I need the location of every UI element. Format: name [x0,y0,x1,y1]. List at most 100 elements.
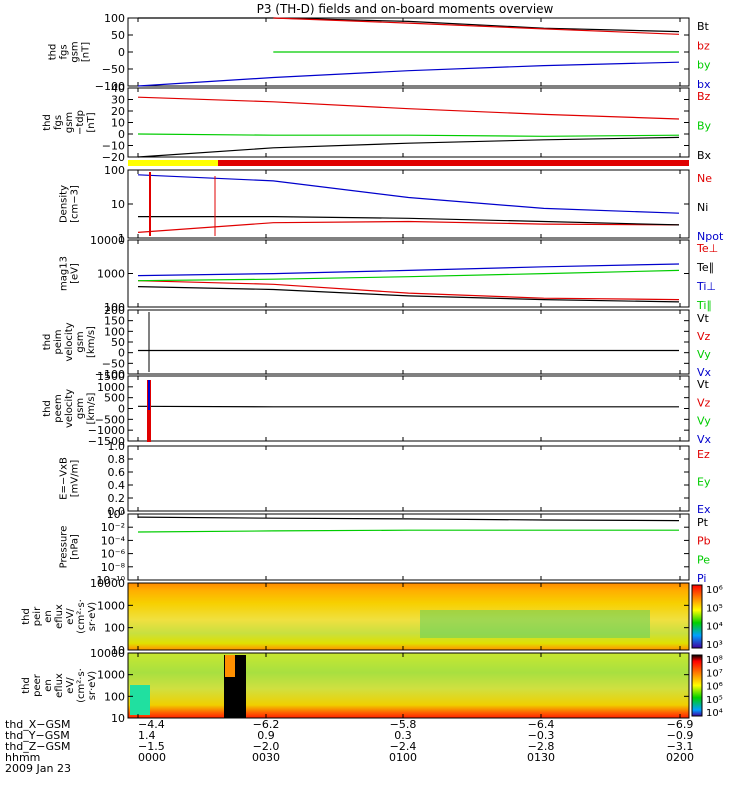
y-axis-label-line: −tdp [75,110,86,135]
legend-entry: Ne [697,172,712,185]
y-axis-label-line: [cm−3] [70,185,81,223]
y-tick-label: 0.8 [108,453,126,466]
footer-value: 0000 [138,751,166,764]
y-tick-label: −10 [102,140,125,153]
footer-value: −4.4 [138,718,165,731]
y-tick-label: 0 [118,46,125,59]
series-line [137,174,680,214]
y-tick-label: 20 [111,105,125,118]
footer-date: 2009 Jan 23 [5,762,71,775]
y-axis-label: thdpeimvelocitygsm[km/s] [42,322,97,361]
y-axis-label-line: Pressure [59,526,70,569]
y-axis-label: thdpeerenefluxeV/(cm²·s·sr·eV) [21,668,98,703]
footer-value: 0100 [389,751,417,764]
series-line [137,263,680,277]
footer-value: −2.8 [528,740,555,753]
legend-entry: Vz [697,396,711,409]
series-line [137,133,680,137]
series-line [137,529,679,533]
colorbar-tick-label: 10³ [706,640,723,651]
legend-entry: By [697,120,712,133]
series-line [137,286,680,303]
series-line [137,220,680,233]
y-axis-label-line: gsm [70,41,81,62]
legend-entry: Ex [697,503,711,516]
colorbar-tick-label: 10⁵ [706,603,723,614]
spectrogram-patch [225,655,235,677]
y-tick-label: 1000 [97,669,125,682]
legend-entry: Bx [697,149,712,162]
y-axis-label-line: peim [53,329,64,354]
series-line [138,216,680,226]
footer-value: 0030 [252,751,280,764]
y-tick-label: 1 [118,232,125,245]
y-axis-label-line: peem [53,394,64,422]
velocity-spike [147,380,151,442]
colorbar-tick-label: 10⁴ [706,622,723,633]
y-tick-label: −100 [95,368,125,381]
y-axis-label-line: [nT] [86,112,97,132]
spectrogram-patch [420,610,650,638]
series-line [137,136,680,158]
legend-entry: Pb [697,535,711,548]
legend-entry: Ey [697,476,711,489]
y-tick-label: 1500 [97,370,125,383]
panel-frame [127,375,690,442]
colorbar [691,584,703,649]
y-tick-label: 10⁻⁶ [101,548,126,561]
legend-entry: Pe [697,553,710,566]
y-tick-label: 0 [118,403,125,416]
y-tick-label: 1000 [97,268,125,281]
y-tick-label: 0.6 [108,466,126,479]
legend-entry: bz [697,39,710,52]
y-tick-label: 10000 [90,647,125,660]
y-tick-label: −20 [102,151,125,164]
footer-value: 0.9 [257,729,275,742]
footer-label: thd_Z−GSM [5,740,71,753]
y-tick-label: 40 [111,82,125,95]
panel-frame [127,445,690,512]
y-tick-label: 10⁻² [101,521,125,534]
panel-frame [127,513,690,581]
colorbar-tick-label: 10⁷ [706,668,723,679]
y-axis-label-line: (cm²·s· [76,599,87,634]
y-axis-label: E=−VxB[mV/m] [59,457,81,500]
y-axis-label: Density[cm−3] [59,185,81,223]
y-axis-label-line: [nPa] [70,534,81,560]
y-tick-label: 0.2 [108,492,126,505]
legend-entry: Ti∥ [696,299,712,312]
y-tick-label: 10 [111,712,125,725]
y-axis-label-line: (cm²·s· [76,668,87,703]
y-axis-label-line: thd [48,44,59,61]
y-axis-label-line: [eV] [70,263,81,284]
y-tick-label: 10⁻⁴ [101,534,126,547]
y-tick-label: 150 [104,315,125,328]
legend-entry: by [697,59,711,72]
panel-frame [127,309,690,375]
panel-frame [127,652,690,719]
y-axis-label-line: eflux [54,673,65,698]
mode-bar-red [218,160,689,166]
y-axis-label-line: [nT] [81,42,92,62]
series-line [137,61,680,87]
series-line [137,280,680,301]
y-tick-label: −500 [95,413,125,426]
y-tick-label: 100 [104,164,125,177]
y-axis-label-line: velocity [64,322,75,361]
footer-value: −0.9 [667,729,694,742]
y-axis-label: thdpeirenefluxeV/(cm²·s·sr·eV) [21,599,98,634]
legend-entry: Bz [697,90,711,103]
y-tick-label: 50 [111,336,125,349]
y-tick-label: 100 [104,301,125,314]
y-tick-label: 10⁻¹⁰ [96,574,125,587]
legend-entry: Pt [697,516,709,529]
legend-entry: Bt [697,20,710,33]
y-axis-label-line: gsm [75,398,86,419]
colorbar-tick-label: 10⁶ [706,585,723,596]
colorbar-tick-label: 10⁶ [706,682,723,693]
footer-value: 1.4 [138,729,156,742]
legend-entry: Vx [697,433,712,446]
legend-entry: Vx [697,366,712,379]
legend-entry: Pi [697,572,706,585]
